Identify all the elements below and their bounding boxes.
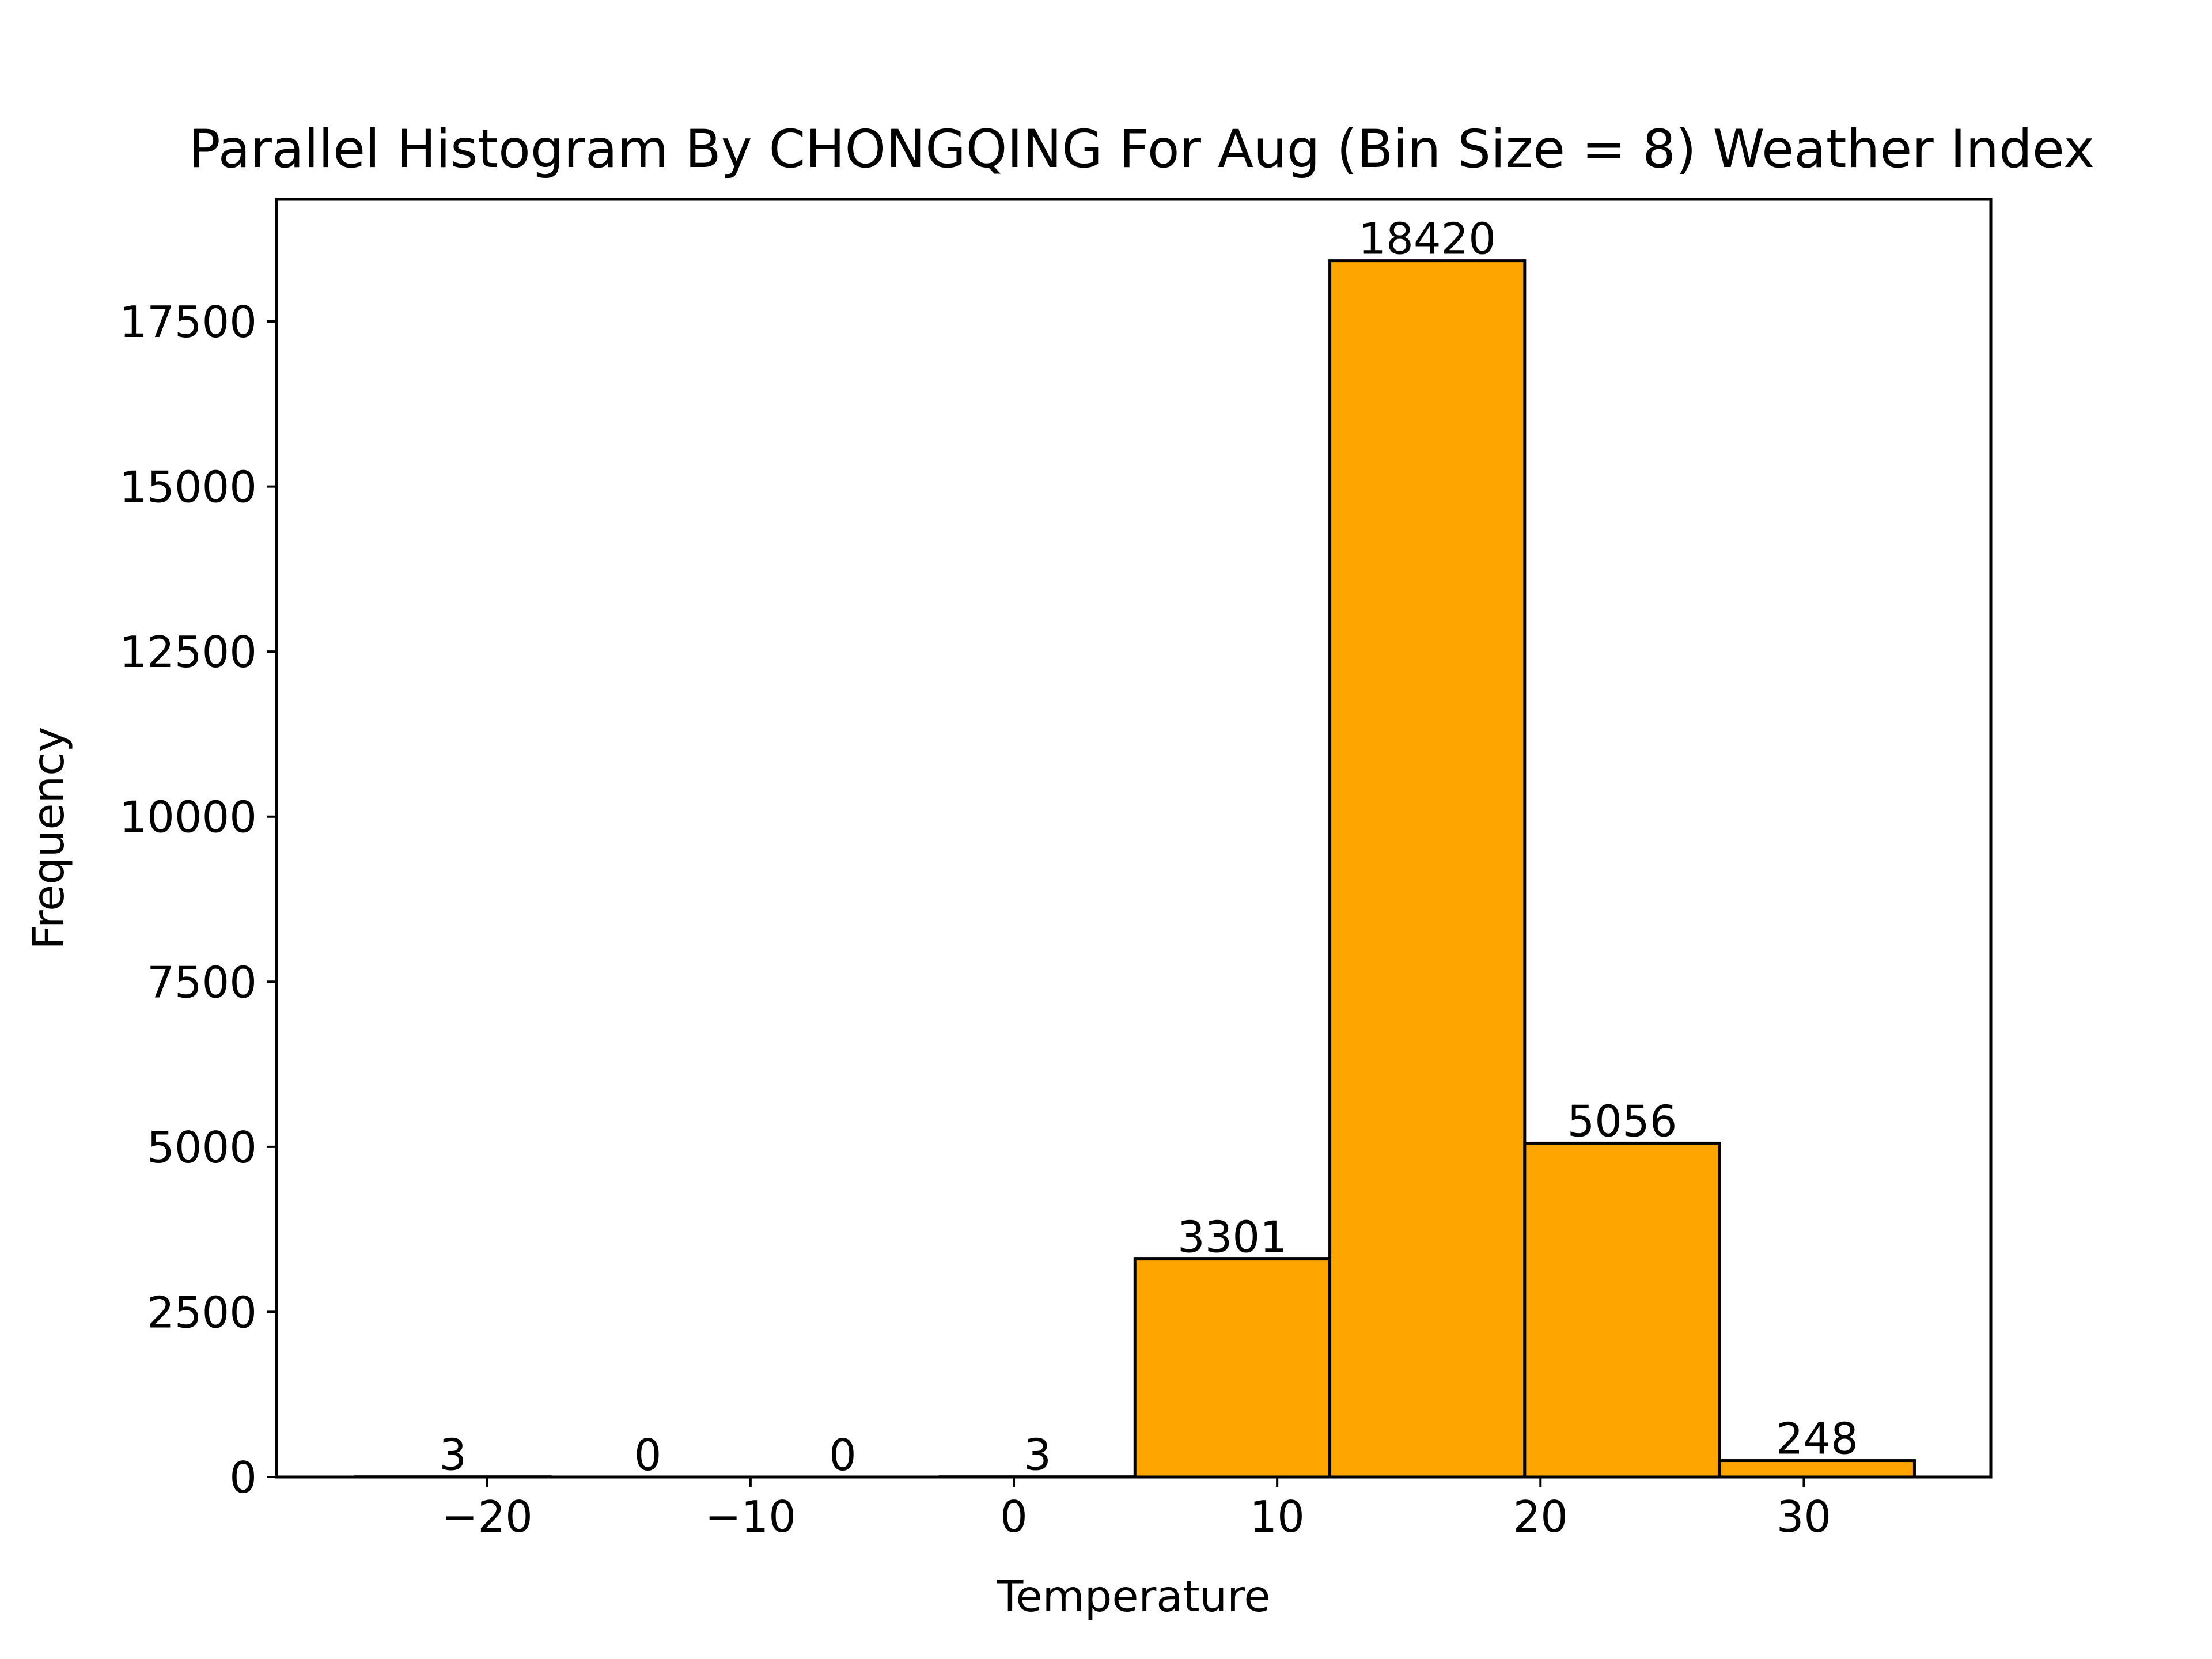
y-tick-label: 17500 (119, 297, 257, 347)
y-tick-label: 7500 (147, 957, 257, 1007)
histogram-bar (1328, 259, 1527, 1479)
x-tick-label: 10 (1249, 1491, 1304, 1542)
bar-value-label: 5056 (1567, 1096, 1677, 1146)
x-tick-label: 0 (1000, 1491, 1028, 1542)
bar-value-label: 3301 (1177, 1212, 1287, 1263)
y-axis: 0 2500 5000 7500 10000 12500 15000 17500 (119, 297, 276, 1503)
histogram-bar (1133, 1257, 1332, 1479)
y-tick-label: 2500 (147, 1287, 257, 1338)
bar-value-label: 3 (1024, 1430, 1051, 1480)
x-axis-label: Temperature (996, 1571, 1270, 1622)
x-tick-label: −10 (705, 1491, 796, 1542)
histogram-bar (1523, 1141, 1721, 1479)
bar-value-label: 0 (829, 1430, 857, 1480)
y-tick-label: 5000 (147, 1122, 257, 1173)
bar-value-label: 248 (1776, 1414, 1858, 1464)
y-axis-label: Frequency (23, 726, 74, 949)
y-tick-label: 12500 (119, 627, 257, 677)
x-tick-label: 20 (1513, 1491, 1568, 1542)
y-tick-label: 0 (229, 1452, 257, 1503)
y-tick-label: 10000 (119, 792, 257, 843)
bar-value-label: 3 (439, 1430, 467, 1480)
x-tick-label: 30 (1777, 1491, 1831, 1542)
x-axis: −20 −10 0 10 20 30 (442, 1477, 1831, 1542)
x-tick-label: −20 (442, 1491, 533, 1542)
bars-layer (354, 259, 1916, 1479)
y-tick-label: 15000 (119, 462, 257, 513)
bar-value-label: 0 (634, 1430, 662, 1480)
bar-value-label: 18420 (1358, 214, 1496, 264)
chart-title: Parallel Histogram By CHONGQING For Aug … (189, 119, 2094, 180)
data-labels-layer: 3 0 0 3 3301 18420 5056 248 (439, 214, 1858, 1480)
plot-frame (275, 198, 1993, 1479)
histogram-bar (1718, 1459, 1916, 1479)
